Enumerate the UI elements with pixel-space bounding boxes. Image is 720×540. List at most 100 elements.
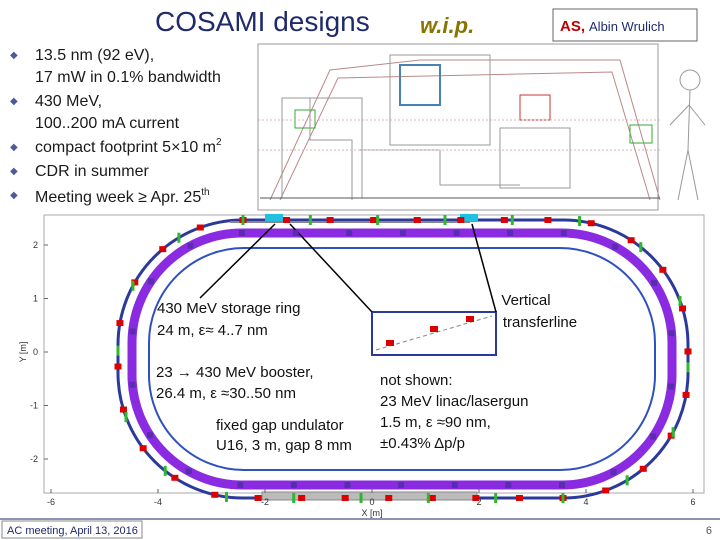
- annotation: Vertical: [501, 292, 550, 309]
- lattice-plot: Y [m] X [m] -6 -4 -2 0 2 4 6 2 1 0 -1 -2: [18, 214, 705, 518]
- title: COSAMI designs: [155, 6, 370, 37]
- annotation: 23 → 430 MeV booster,: [156, 364, 314, 381]
- magnet: [559, 482, 566, 489]
- magnet: [308, 215, 312, 225]
- magnet: [326, 217, 334, 223]
- magnet: [241, 215, 245, 225]
- magnet: [119, 406, 127, 413]
- magnet: [114, 363, 122, 370]
- magnet: [668, 383, 675, 390]
- magnet: [224, 491, 228, 502]
- y-tick-label: -2: [30, 454, 38, 464]
- magnet: [146, 432, 153, 439]
- magnet: [667, 432, 675, 439]
- tag: w.i.p.: [420, 13, 474, 38]
- magnet: [472, 495, 480, 501]
- superscript: 2: [216, 137, 222, 148]
- magnet: [587, 220, 595, 227]
- magnet: [413, 217, 421, 223]
- magnet: [505, 482, 512, 488]
- magnet: [171, 474, 179, 481]
- magnet: [386, 340, 394, 346]
- x-tick-label: -2: [261, 497, 269, 507]
- magnet: [639, 465, 647, 472]
- magnet: [500, 217, 508, 223]
- bullet-marker: ◆: [10, 96, 18, 107]
- author: AS, Albin Wrulich: [560, 18, 665, 35]
- author-name: Albin Wrulich: [589, 19, 665, 34]
- magnet: [612, 243, 619, 250]
- magnet: [684, 348, 692, 355]
- magnet: [177, 232, 181, 243]
- magnet: [515, 495, 523, 501]
- magnet: [399, 230, 406, 236]
- bullet-text: Meeting week ≥ Apr. 25: [35, 189, 201, 206]
- magnet: [124, 412, 128, 423]
- magnet: [651, 279, 658, 286]
- bullet-text: Meeting week ≥ Apr. 25th: [35, 187, 210, 206]
- magnet: [116, 345, 120, 356]
- bullet-text: 13.5 nm (92 eV),: [35, 47, 154, 64]
- magnet: [639, 242, 643, 253]
- annotation: 430 MeV storage ring: [157, 300, 300, 317]
- magnet: [359, 493, 363, 503]
- magnet: [507, 230, 514, 236]
- magnet: [602, 487, 610, 494]
- magnet: [678, 295, 682, 306]
- magnet: [426, 493, 430, 503]
- magnet: [196, 224, 204, 231]
- magnet: [679, 305, 687, 312]
- magnet: [610, 469, 617, 476]
- bullet-text: 100..200 mA current: [35, 115, 180, 132]
- y-tick-label: 0: [33, 347, 38, 357]
- page-number: 6: [706, 525, 712, 537]
- magnet: [129, 381, 136, 388]
- x-axis-label: X [m]: [361, 508, 382, 518]
- magnet: [129, 328, 136, 335]
- magnet: [466, 316, 474, 322]
- magnet: [237, 481, 244, 488]
- inner-ring: [148, 247, 656, 471]
- magnet: [159, 246, 167, 253]
- x-tick-label: 2: [476, 497, 481, 507]
- y-tick-label: -1: [30, 401, 38, 411]
- magnet: [344, 482, 351, 488]
- magnet: [494, 493, 498, 503]
- magnet: [668, 330, 675, 337]
- arrow: [289, 223, 373, 313]
- bullet-marker: ◆: [10, 142, 18, 153]
- annotation: U16, 3 m, gap 8 mm: [216, 437, 352, 454]
- annotation: 23 MeV linac/lasergun: [380, 393, 528, 410]
- magnet: [453, 230, 460, 236]
- magnet: [290, 482, 297, 488]
- magnet: [561, 493, 565, 503]
- bullet-text: compact footprint 5×10 m: [35, 139, 216, 156]
- magnet: [650, 433, 657, 440]
- magnet: [385, 495, 393, 501]
- injection-magnet: [265, 214, 283, 222]
- y-tick-label: 1: [33, 294, 38, 304]
- x-tick-label: 0: [369, 497, 374, 507]
- bullet-text: 430 MeV,: [35, 93, 102, 110]
- injection-magnet: [460, 214, 478, 222]
- magnet: [625, 475, 629, 486]
- annotation: not shown:: [380, 372, 453, 389]
- magnet: [139, 445, 147, 452]
- bullet-marker: ◆: [10, 50, 18, 61]
- magnet: [578, 216, 582, 227]
- bullet-list: ◆ 13.5 nm (92 eV), 17 mW in 0.1% bandwid…: [10, 47, 222, 206]
- author-box: [552, 8, 698, 42]
- magnet: [510, 215, 514, 225]
- magnet: [292, 493, 296, 503]
- magnet: [298, 495, 306, 501]
- y-tick-label: 2: [33, 240, 38, 250]
- x-tick-label: 4: [583, 497, 588, 507]
- magnet: [147, 278, 154, 285]
- magnet: [686, 362, 690, 373]
- magnet: [341, 495, 349, 501]
- magnet: [560, 230, 567, 237]
- magnet: [292, 230, 299, 236]
- bullet-marker: ◆: [10, 166, 18, 177]
- annotation: ±0.43% Δp/p: [380, 435, 465, 452]
